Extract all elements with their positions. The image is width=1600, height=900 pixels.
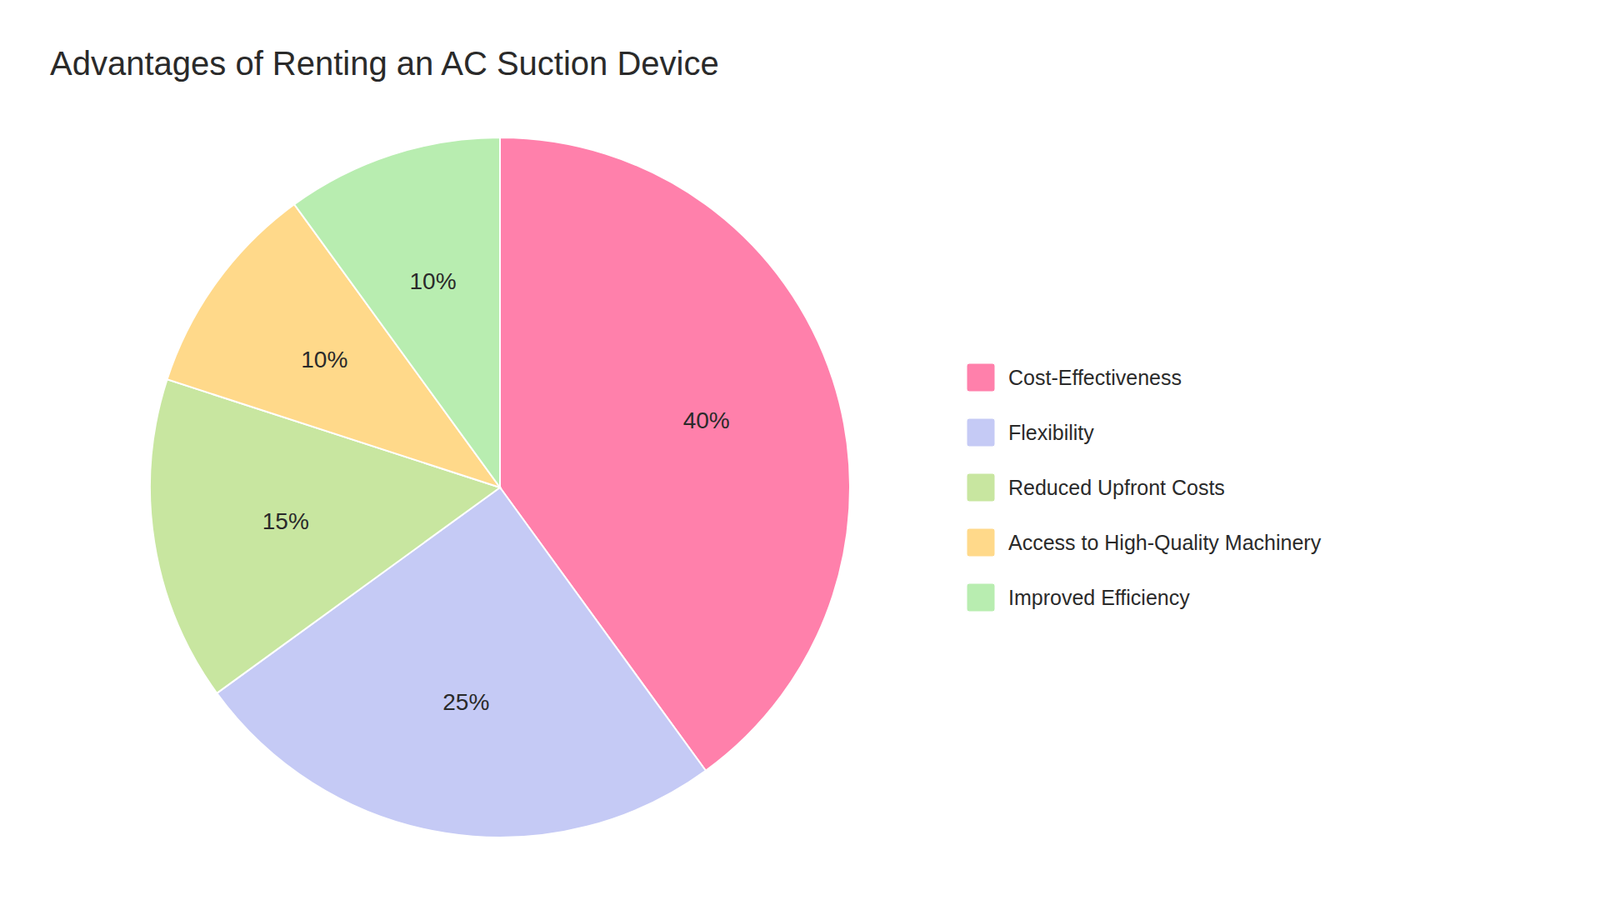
pie xyxy=(150,137,850,838)
data-label: 15% xyxy=(262,508,310,535)
legend-swatch xyxy=(966,363,995,392)
legend-label: Flexibility xyxy=(1008,420,1095,445)
background xyxy=(0,0,1600,900)
data-label: 25% xyxy=(442,689,490,715)
legend: Cost-Effectiveness Flexibility Reduced Upf… xyxy=(966,363,1322,612)
legend-label: Access to High-Quality Machinery xyxy=(1008,530,1322,555)
chart-container: Advantages of Renting an AC Suction Devi… xyxy=(0,0,1600,900)
legend-swatch xyxy=(966,473,995,502)
data-label: 40% xyxy=(683,407,730,434)
data-labels: 40% 25% 15% 10% 10% xyxy=(262,268,730,715)
chart: Advantages of Renting an AC Suction Devi… xyxy=(0,0,1600,900)
legend-swatch xyxy=(966,583,995,612)
legend-swatch xyxy=(966,418,995,447)
legend-label: Improved Efficiency xyxy=(1008,585,1190,610)
slice xyxy=(294,137,500,488)
title: Advantages of Renting an AC Suction Devi… xyxy=(50,45,720,82)
legend-label: Reduced Upfront Costs xyxy=(1008,475,1225,500)
legend-label: Cost-Effectiveness xyxy=(1008,365,1182,390)
data-label: 10% xyxy=(410,268,457,295)
legend-swatch xyxy=(966,528,995,557)
data-label: 10% xyxy=(300,346,348,373)
